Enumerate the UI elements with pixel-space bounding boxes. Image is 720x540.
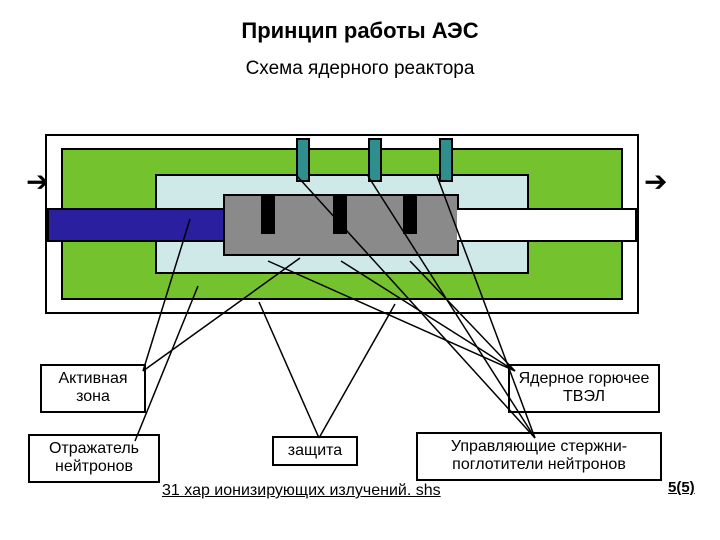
arrow-steam-out-icon: ➔ — [644, 168, 667, 196]
footnote-link[interactable]: 31 хар ионизирующих излучений. shs — [162, 482, 441, 500]
control-rod — [439, 138, 453, 182]
callout-fuel: Ядерное горючее ТВЭЛ — [508, 364, 660, 413]
callout-active-zone: Активная зона — [40, 364, 146, 413]
water-pipe — [47, 208, 225, 242]
page-number: 5(5) — [668, 479, 695, 496]
steam-pipe — [457, 208, 637, 242]
control-rod — [296, 138, 310, 182]
callout-reflector: Отражатель нейтронов — [28, 434, 160, 483]
callout-shield: защита — [272, 436, 358, 466]
callout-control-rods: Управляющие стержни-поглотители нейтроно… — [416, 432, 662, 481]
fuel-rod — [403, 194, 417, 234]
fuel-rod — [261, 194, 275, 234]
page-title: Принцип работы АЭС — [0, 18, 720, 44]
reactor-diagram — [45, 134, 639, 314]
fuel-rod — [333, 194, 347, 234]
control-rod — [368, 138, 382, 182]
page-subtitle: Схема ядерного реактора — [0, 58, 720, 80]
